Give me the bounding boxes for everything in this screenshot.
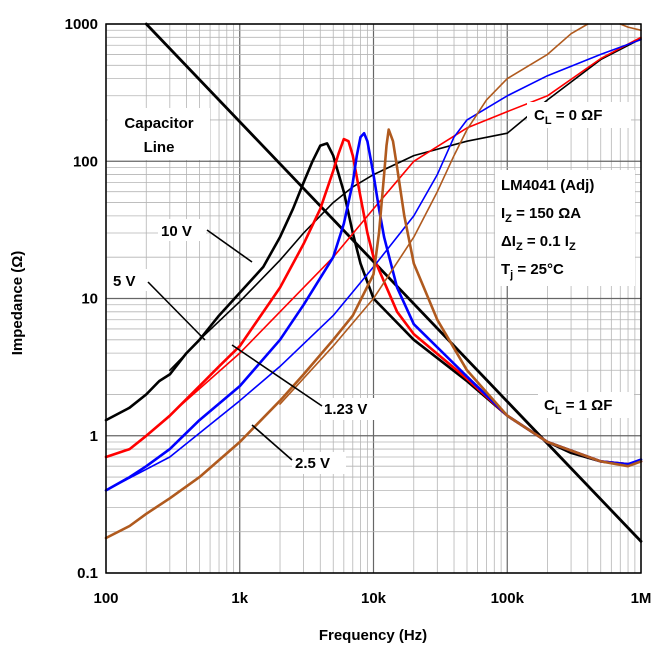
callout-1-23v-leader bbox=[231, 344, 323, 407]
cl0-label: CL = 0 ΩF bbox=[534, 107, 602, 127]
y-tick-label: 100 bbox=[73, 153, 98, 170]
callout-5v: 5 V bbox=[110, 269, 206, 341]
x-tick-label: 1M bbox=[631, 590, 652, 607]
callout-5v-leader bbox=[147, 281, 206, 341]
x-tick-label: 100k bbox=[491, 590, 525, 607]
x-tick-label: 1k bbox=[231, 590, 248, 607]
callout-10v-backdrop bbox=[158, 219, 206, 241]
impedance-series-line bbox=[279, 23, 589, 405]
x-tick-label: 100 bbox=[93, 590, 118, 607]
cl1-label: CL = 1 ΩF bbox=[544, 397, 612, 417]
device-label: LM4041 (Adj) bbox=[501, 177, 594, 194]
callout-2-5v: 2.5 V bbox=[251, 424, 346, 474]
cl0-label-backdrop bbox=[527, 102, 631, 128]
impedance-series-line bbox=[145, 36, 642, 437]
plot-frame bbox=[105, 23, 642, 574]
label-2-5v: 2.5 V bbox=[295, 455, 330, 472]
callout-2-5v-backdrop bbox=[292, 452, 346, 474]
y-axis-title: Impedance (Ω) bbox=[9, 251, 26, 356]
impedance-series-line bbox=[619, 23, 642, 32]
y-tick-label: 10 bbox=[81, 291, 98, 308]
capacitor-line bbox=[144, 22, 643, 543]
x-tick-label: 10k bbox=[361, 590, 387, 607]
conditions-backdrop bbox=[495, 170, 635, 286]
capacitor-label-backdrop bbox=[108, 108, 210, 160]
y-tick-label: 1 bbox=[90, 428, 98, 445]
iz-label: IZ = 150 ΩA bbox=[501, 205, 581, 225]
callout-2-5v-leader bbox=[251, 424, 293, 461]
tick-labels: 100 1k 10k 100k 1M 0.1 1 10 100 1000 bbox=[65, 16, 652, 607]
callout-1-23v: 1.23 V bbox=[231, 344, 386, 420]
y-tick-label: 1000 bbox=[65, 16, 98, 33]
x-axis-title: Frequency (Hz) bbox=[319, 627, 427, 644]
label-10v: 10 V bbox=[161, 223, 192, 240]
tj-label: Tj = 25°C bbox=[501, 261, 564, 281]
capacitor-line-label-1: Capacitor bbox=[124, 115, 193, 132]
callout-10v-leader bbox=[206, 229, 253, 263]
callout-1-23v-backdrop bbox=[320, 398, 386, 420]
delta-iz-label: ΔIZ = 0.1 IZ bbox=[501, 233, 576, 253]
capacitor-line-label-2: Line bbox=[144, 139, 175, 156]
callout-10v: 10 V bbox=[158, 219, 253, 263]
impedance-series-line bbox=[105, 38, 642, 492]
y-tick-label: 0.1 bbox=[77, 565, 98, 582]
cl1-label-backdrop bbox=[538, 392, 634, 418]
impedance-series-line bbox=[104, 128, 643, 540]
label-5v: 5 V bbox=[113, 273, 136, 290]
series-layer bbox=[104, 22, 643, 543]
callout-5v-backdrop bbox=[110, 269, 150, 291]
label-1-23v: 1.23 V bbox=[324, 401, 367, 418]
